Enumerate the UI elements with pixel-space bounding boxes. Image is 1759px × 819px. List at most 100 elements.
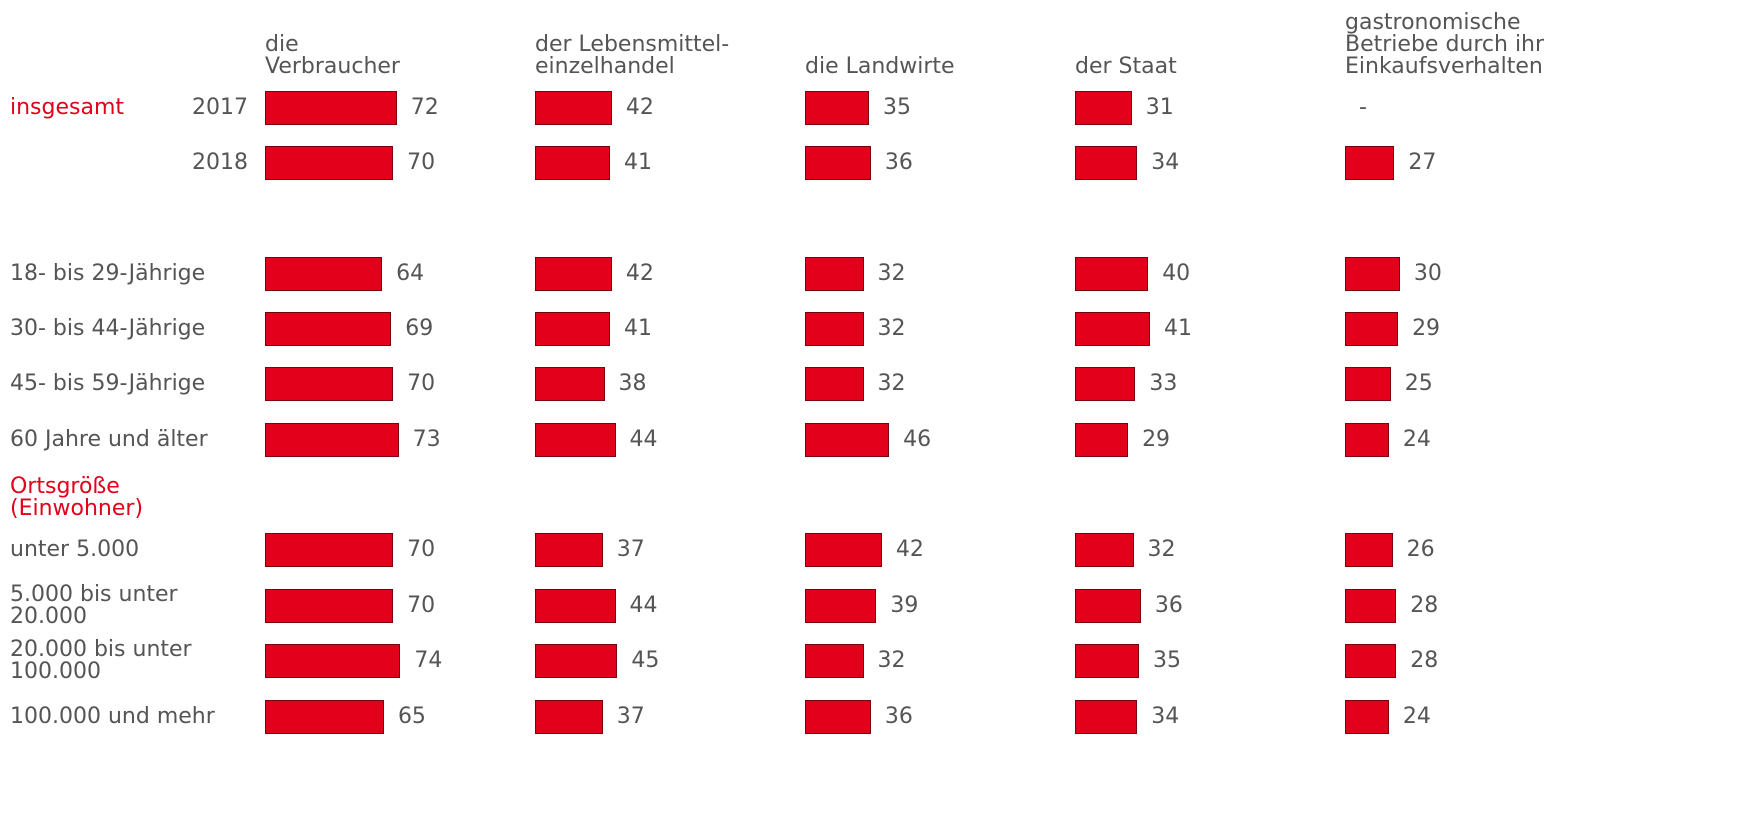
value-label: 41 <box>624 150 653 175</box>
bar <box>805 533 882 567</box>
value-label: 34 <box>1151 704 1180 729</box>
value-label: 42 <box>895 537 924 562</box>
value-label: 70 <box>407 593 436 618</box>
value-label: 36 <box>1154 593 1183 618</box>
value-label: 42 <box>625 95 654 120</box>
value-label: 26 <box>1406 537 1435 562</box>
column-header: der Staat <box>1075 54 1177 79</box>
bar <box>1345 533 1393 567</box>
bar <box>535 700 603 734</box>
bar <box>265 589 394 623</box>
group-label: Ortsgröße (Einwohner) <box>10 474 144 521</box>
value-label: 46 <box>903 427 932 452</box>
value-label: 41 <box>1164 316 1193 341</box>
value-label: 24 <box>1402 427 1431 452</box>
value-label: 72 <box>410 95 439 120</box>
bar <box>1345 700 1389 734</box>
bar <box>265 146 394 180</box>
value-label: 70 <box>407 150 436 175</box>
bar <box>265 367 394 401</box>
value-label: 38 <box>618 371 647 396</box>
row-label: 30- bis 44-Jährige <box>10 316 206 341</box>
bar <box>535 589 616 623</box>
bar <box>805 700 871 734</box>
column-header: gastronomische Betriebe durch ihr Einkau… <box>1345 10 1545 79</box>
bar <box>535 257 612 291</box>
bar <box>805 644 864 678</box>
value-label: 32 <box>877 371 906 396</box>
column-header: die Verbraucher <box>265 32 400 79</box>
value-label: 31 <box>1145 95 1174 120</box>
value-label: 42 <box>625 261 654 286</box>
bar <box>265 700 384 734</box>
row-label: 60 Jahre und älter <box>10 427 208 452</box>
bar <box>1075 700 1138 734</box>
bar <box>1075 257 1149 291</box>
value-label: 74 <box>414 648 443 673</box>
row-label: 45- bis 59-Jährige <box>10 371 206 396</box>
bar <box>1075 312 1151 346</box>
bar <box>535 644 618 678</box>
bar <box>265 644 401 678</box>
bar <box>805 146 871 180</box>
value-label: 32 <box>1147 537 1176 562</box>
bar <box>1345 146 1395 180</box>
value-label: 37 <box>616 537 645 562</box>
value-label: 44 <box>629 593 658 618</box>
value-label: 36 <box>884 704 913 729</box>
value-label: 27 <box>1408 150 1437 175</box>
value-label: 70 <box>407 371 436 396</box>
value-label: 65 <box>397 704 426 729</box>
bar <box>1075 367 1136 401</box>
bar <box>1075 423 1129 457</box>
value-label: 35 <box>883 95 912 120</box>
bar <box>1345 257 1400 291</box>
bar <box>805 367 864 401</box>
bar <box>535 91 612 125</box>
bar <box>1345 312 1399 346</box>
bar <box>1075 146 1138 180</box>
row-label: 2018 <box>192 150 248 175</box>
value-label: 36 <box>884 150 913 175</box>
value-label: 33 <box>1149 371 1178 396</box>
bar <box>805 257 864 291</box>
row-label: unter 5.000 <box>10 537 140 562</box>
value-label: 30 <box>1413 261 1442 286</box>
bar <box>1075 533 1134 567</box>
bar <box>535 533 603 567</box>
bar <box>805 91 870 125</box>
row-label: 2017 <box>192 95 248 120</box>
bar <box>1345 423 1389 457</box>
value-label: 35 <box>1153 648 1182 673</box>
column-header: die Landwirte <box>805 54 955 79</box>
row-label: 5.000 bis unter 20.000 <box>10 582 178 629</box>
value-label: 29 <box>1412 316 1441 341</box>
bar <box>265 257 383 291</box>
bar <box>1075 589 1141 623</box>
value-label: 40 <box>1162 261 1191 286</box>
value-label: 37 <box>616 704 645 729</box>
value-label: - <box>1359 95 1367 120</box>
bar <box>1345 367 1391 401</box>
value-label: 34 <box>1151 150 1180 175</box>
value-label: 32 <box>877 261 906 286</box>
bar <box>805 312 864 346</box>
value-label: 28 <box>1410 648 1439 673</box>
value-label: 29 <box>1142 427 1171 452</box>
bar <box>265 312 392 346</box>
bar <box>265 423 399 457</box>
row-label: 100.000 und mehr <box>10 704 215 729</box>
value-label: 70 <box>407 537 436 562</box>
bar <box>805 423 890 457</box>
value-label: 64 <box>396 261 425 286</box>
bar <box>1075 644 1140 678</box>
bar <box>1075 91 1132 125</box>
value-label: 25 <box>1404 371 1433 396</box>
value-label: 45 <box>631 648 660 673</box>
row-label: 20.000 bis unter 100.000 <box>10 637 192 684</box>
bar <box>1345 644 1397 678</box>
value-label: 44 <box>629 427 658 452</box>
bar <box>535 312 611 346</box>
row-label: 18- bis 29-Jährige <box>10 261 206 286</box>
